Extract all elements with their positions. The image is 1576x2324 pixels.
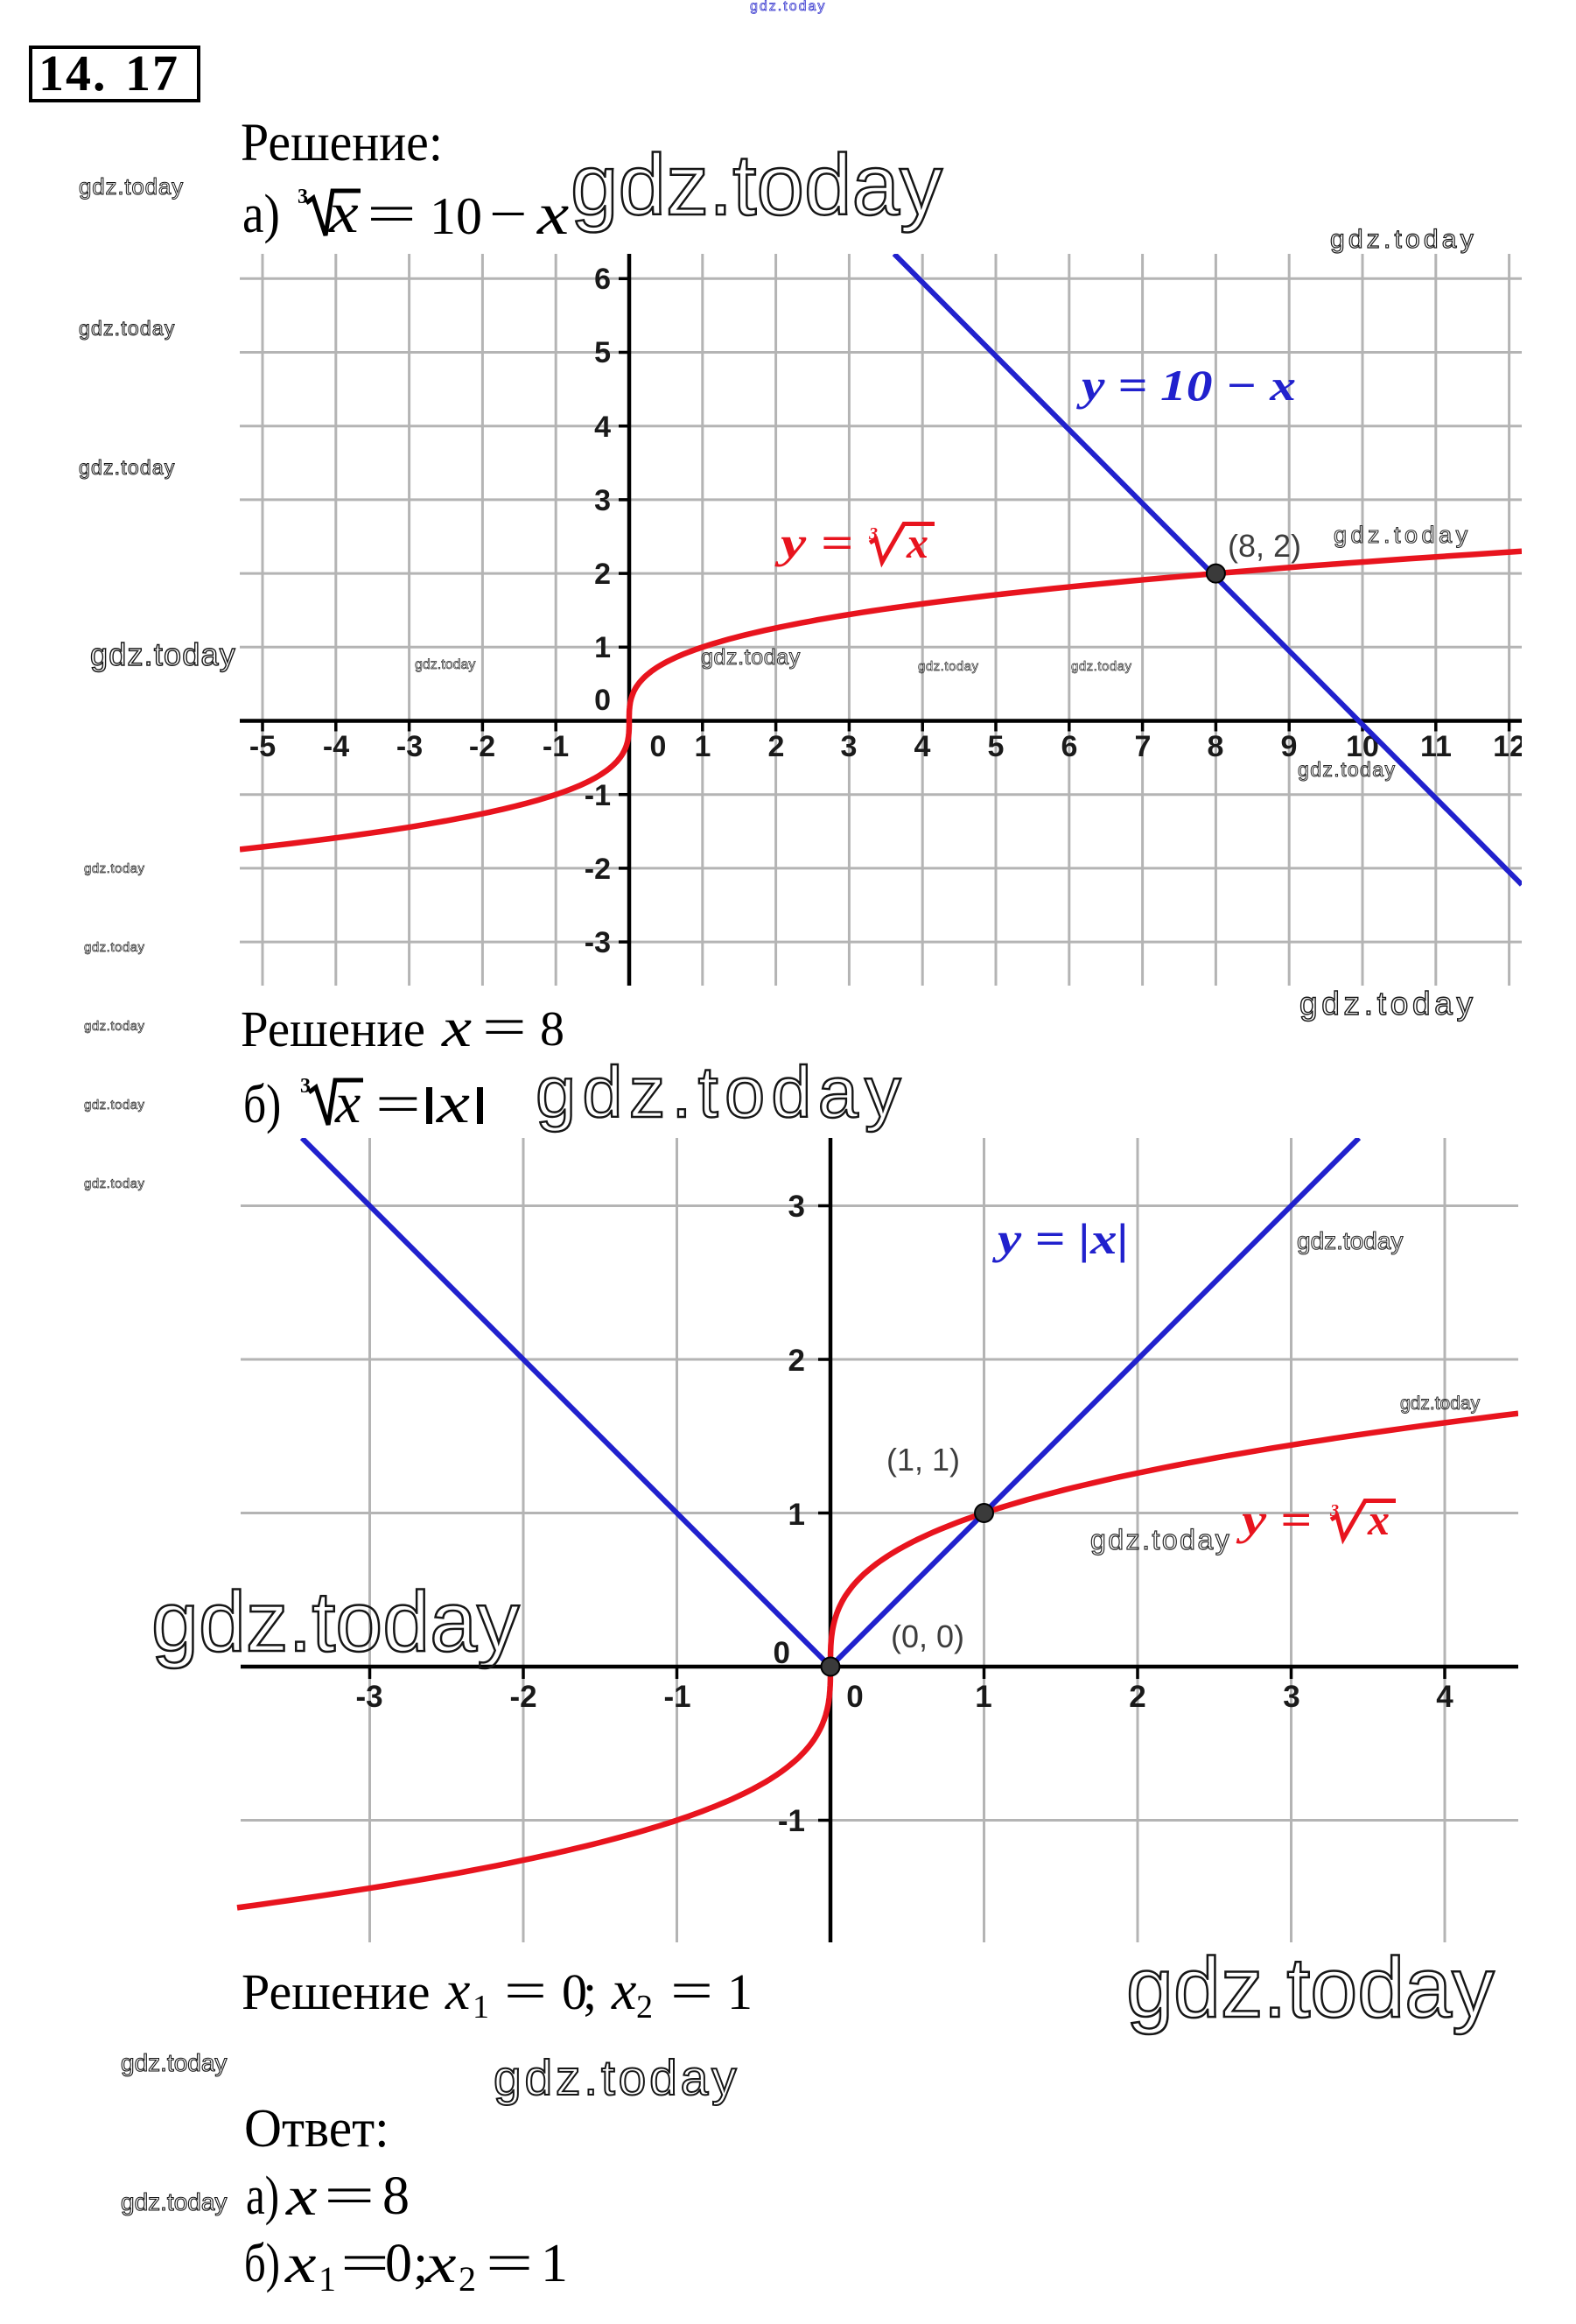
svg-text:8: 8 bbox=[1208, 730, 1224, 763]
svg-text:x: x bbox=[1367, 1495, 1390, 1544]
svg-text:1: 1 bbox=[695, 730, 711, 763]
svg-text:gdz.today: gdz.today bbox=[1297, 1227, 1403, 1254]
svg-text:0: 0 bbox=[594, 684, 611, 717]
svg-text:-3: -3 bbox=[355, 1680, 382, 1714]
svg-text:2: 2 bbox=[788, 1344, 805, 1378]
svg-text:3: 3 bbox=[1283, 1680, 1299, 1714]
svg-text:-2: -2 bbox=[585, 853, 611, 886]
svg-text:3: 3 bbox=[594, 484, 611, 517]
svg-text:3: 3 bbox=[1329, 1501, 1339, 1520]
svg-text:1: 1 bbox=[594, 631, 611, 664]
svg-text:-1: -1 bbox=[543, 730, 569, 763]
svg-text:9: 9 bbox=[1281, 730, 1298, 763]
svg-text:(8, 2): (8, 2) bbox=[1228, 528, 1301, 564]
svg-text:-2: -2 bbox=[469, 730, 495, 763]
svg-text:gdz.today: gdz.today bbox=[701, 645, 801, 670]
svg-text:1: 1 bbox=[975, 1680, 991, 1714]
svg-text:7: 7 bbox=[1135, 730, 1152, 763]
svg-text:2: 2 bbox=[1129, 1680, 1145, 1714]
svg-text:0: 0 bbox=[650, 730, 667, 763]
svg-text:-1: -1 bbox=[585, 779, 611, 812]
svg-text:3: 3 bbox=[298, 186, 308, 208]
svg-text:-5: -5 bbox=[249, 730, 276, 763]
svg-text:6: 6 bbox=[1061, 730, 1078, 763]
svg-text:-4: -4 bbox=[323, 730, 349, 763]
svg-text:gdz.today: gdz.today bbox=[1400, 1394, 1481, 1414]
svg-text:gdz.today: gdz.today bbox=[1090, 1524, 1231, 1555]
svg-text:gdz.today: gdz.today bbox=[918, 659, 979, 674]
svg-text:3: 3 bbox=[868, 524, 878, 544]
svg-text:0: 0 bbox=[846, 1680, 863, 1714]
svg-text:gdz.today: gdz.today bbox=[1334, 522, 1472, 548]
svg-text:2: 2 bbox=[768, 730, 785, 763]
svg-text:4: 4 bbox=[594, 411, 611, 444]
svg-text:4: 4 bbox=[914, 730, 931, 763]
svg-text:3: 3 bbox=[841, 730, 858, 763]
svg-text:4: 4 bbox=[1436, 1680, 1453, 1714]
svg-text:-3: -3 bbox=[585, 926, 611, 959]
svg-text:11: 11 bbox=[1420, 730, 1452, 763]
svg-text:gdz.today: gdz.today bbox=[1071, 659, 1132, 674]
svg-text:gdz.today: gdz.today bbox=[415, 657, 475, 672]
svg-text:y = 10 − x: y = 10 − x bbox=[1076, 361, 1296, 410]
svg-text:0: 0 bbox=[774, 1636, 790, 1670]
svg-text:-1: -1 bbox=[778, 1804, 805, 1838]
svg-text:12: 12 bbox=[1493, 730, 1522, 763]
svg-text:3: 3 bbox=[300, 1075, 311, 1098]
svg-text:-3: -3 bbox=[396, 730, 423, 763]
svg-text:-2: -2 bbox=[509, 1680, 536, 1714]
svg-text:y = |x|: y = |x| bbox=[992, 1214, 1129, 1263]
svg-text:(1, 1): (1, 1) bbox=[886, 1442, 960, 1478]
svg-text:x: x bbox=[906, 518, 928, 567]
svg-text:5: 5 bbox=[988, 730, 1005, 763]
svg-text:1: 1 bbox=[788, 1498, 805, 1532]
svg-text:y =: y = bbox=[1236, 1495, 1312, 1544]
svg-text:gdz.today: gdz.today bbox=[1298, 758, 1396, 781]
svg-text:2: 2 bbox=[594, 558, 611, 591]
svg-text:(0, 0): (0, 0) bbox=[891, 1618, 964, 1654]
svg-text:6: 6 bbox=[594, 263, 611, 296]
svg-text:-1: -1 bbox=[663, 1680, 690, 1714]
svg-text:y =: y = bbox=[774, 518, 853, 567]
svg-text:5: 5 bbox=[594, 336, 611, 369]
svg-text:3: 3 bbox=[788, 1190, 805, 1224]
